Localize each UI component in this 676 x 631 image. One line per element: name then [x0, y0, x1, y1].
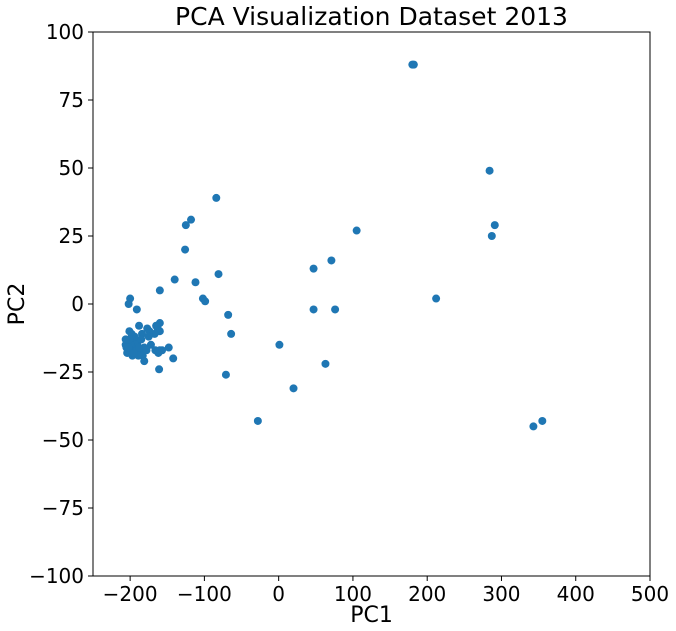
- data-point: [164, 343, 173, 352]
- x-tick-label: −200: [103, 582, 158, 606]
- axes: −200 −100 0 100 200 300 400 500 −100 −75 −50 −25 0 25…: [29, 20, 669, 606]
- y-axis-title: PC2: [5, 283, 30, 326]
- chart-title: PCA Visualization Dataset 2013: [175, 2, 568, 31]
- y-tick-label: −75: [42, 496, 84, 520]
- data-point: [146, 340, 155, 349]
- data-point: [191, 278, 200, 287]
- data-point: [485, 166, 494, 175]
- data-point: [121, 335, 130, 344]
- data-point: [538, 416, 547, 425]
- plot-area: [121, 60, 547, 431]
- data-point: [321, 359, 330, 368]
- data-point: [137, 335, 146, 344]
- data-point: [352, 226, 361, 235]
- data-point: [309, 305, 318, 314]
- data-point: [124, 300, 133, 308]
- data-point: [212, 193, 221, 202]
- data-point: [169, 354, 178, 363]
- y-tick-label: 75: [59, 88, 84, 112]
- data-point: [409, 60, 418, 69]
- data-point: [125, 327, 134, 336]
- y-tick-label: −50: [42, 428, 84, 452]
- y-tick-label: 0: [71, 292, 84, 316]
- data-point: [214, 270, 223, 279]
- x-tick-label: −100: [177, 582, 232, 606]
- data-point: [201, 297, 210, 306]
- data-point: [224, 310, 233, 319]
- data-point: [275, 340, 284, 349]
- x-tick-label: 100: [334, 582, 372, 606]
- data-point: [253, 416, 262, 425]
- data-point: [135, 321, 144, 330]
- data-point: [181, 245, 190, 254]
- data-point: [187, 215, 196, 224]
- x-tick-label: 400: [557, 582, 595, 606]
- data-point: [132, 305, 141, 314]
- x-tick-label: 300: [482, 582, 520, 606]
- x-tick-label: 500: [631, 582, 669, 606]
- x-axis-title: PC1: [350, 603, 393, 628]
- data-point: [158, 346, 167, 355]
- y-tick-label: −25: [42, 360, 84, 384]
- x-tick-label: 0: [272, 582, 285, 606]
- data-point: [331, 305, 340, 314]
- data-point: [309, 264, 318, 273]
- x-tick-label: 200: [408, 582, 446, 606]
- data-point: [529, 422, 538, 431]
- y-tick-label: −100: [29, 564, 84, 588]
- data-point: [142, 346, 151, 355]
- data-point: [129, 348, 138, 357]
- data-point: [487, 232, 496, 240]
- data-point: [181, 221, 190, 230]
- data-point: [135, 343, 144, 352]
- y-tick-label: 50: [59, 156, 84, 180]
- data-point: [124, 343, 133, 352]
- y-tick-label: 100: [46, 20, 84, 44]
- data-point: [155, 365, 164, 374]
- data-point: [327, 256, 336, 265]
- data-point: [490, 221, 499, 230]
- data-point: [227, 329, 236, 338]
- data-point: [170, 275, 179, 284]
- y-tick-label: 25: [59, 224, 84, 248]
- data-point: [140, 357, 149, 366]
- data-point: [155, 286, 164, 295]
- data-point: [144, 332, 153, 341]
- data-point: [221, 370, 230, 379]
- data-point: [289, 384, 298, 393]
- data-point: [432, 294, 441, 303]
